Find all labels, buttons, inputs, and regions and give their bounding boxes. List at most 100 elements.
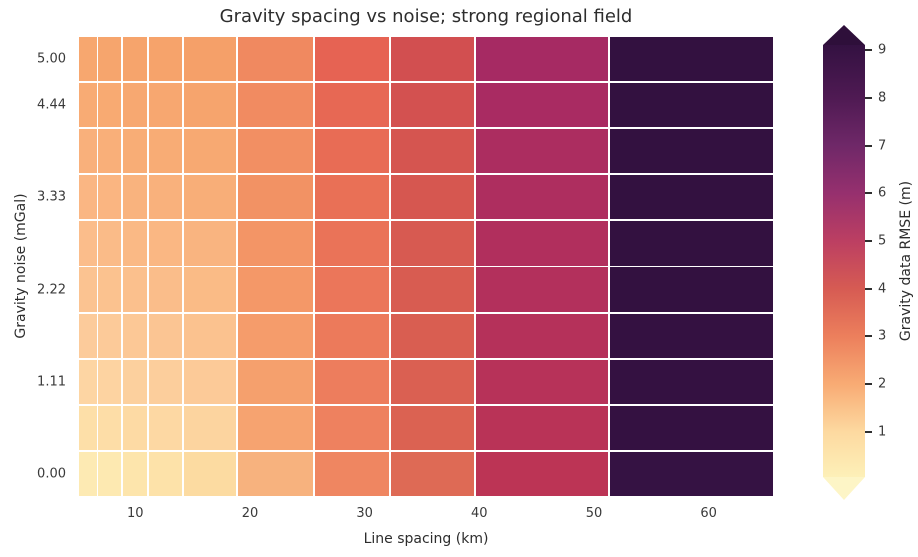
heatmap-cell [78, 36, 97, 82]
heatmap-cell [184, 221, 237, 266]
colorbar-label: Gravity data RMSE (m) [898, 180, 914, 342]
heatmap-cell [98, 359, 121, 404]
heatmap-cell [78, 175, 97, 220]
heatmap-cell [609, 359, 774, 404]
heatmap-cell [315, 405, 389, 450]
heatmap-cell [78, 451, 97, 497]
colorbar-tick-mark [865, 240, 872, 242]
heatmap-cell [609, 221, 774, 266]
heatmap-cell [98, 129, 121, 174]
heatmap-cell [475, 405, 608, 450]
heatmap-cell [238, 313, 314, 358]
colorbar-tick-label: 2 [878, 376, 887, 392]
heatmap-cell [148, 267, 183, 312]
colorbar-tick-label: 4 [878, 281, 887, 297]
heatmap-cell [148, 129, 183, 174]
heatmap-cell [122, 451, 148, 497]
heatmap-cell [184, 359, 237, 404]
colorbar-tick-mark [865, 335, 872, 338]
x-tick-label: 60 [700, 506, 717, 521]
heatmap-cell [122, 175, 148, 220]
heatmap-cell [78, 313, 97, 358]
colorbar-tick-label: 1 [878, 424, 887, 440]
colorbar-arrow-top [823, 25, 865, 45]
heatmap-cell [238, 221, 314, 266]
heatmap-cell [390, 359, 474, 404]
heatmap-cell [609, 451, 774, 497]
y-tick-label: 0.00 [37, 466, 66, 482]
heatmap-cell [78, 221, 97, 266]
heatmap-cell [184, 175, 237, 220]
heatmap-cell [390, 83, 474, 128]
heatmap-cell [98, 83, 121, 128]
heatmap-cell [475, 313, 608, 358]
heatmap-cell [609, 175, 774, 220]
colorbar-tick-mark [865, 430, 872, 433]
heatmap-cell [122, 267, 148, 312]
heatmap-cell [390, 451, 474, 497]
heatmap-cell [475, 175, 608, 220]
x-tick-label: 50 [585, 506, 603, 521]
heatmap-cell [475, 221, 608, 266]
heatmap-cell [78, 267, 97, 312]
colorbar-tick-label: 6 [878, 185, 887, 201]
colorbar-gradient [823, 45, 865, 477]
heatmap-cell [238, 405, 314, 450]
heatmap-cell [475, 129, 608, 174]
heatmap-cell [315, 313, 389, 358]
y-tick-label: 1.11 [37, 374, 66, 390]
colorbar-tick-mark [865, 383, 872, 385]
colorbar-tick-label: 5 [878, 233, 887, 249]
y-tick-label: 5.00 [37, 51, 66, 67]
heatmap-cell [475, 36, 608, 82]
heatmap-cell [390, 129, 474, 174]
heatmap-cell [390, 36, 474, 82]
heatmap-cell [475, 83, 608, 128]
heatmap-cell [315, 36, 389, 82]
heatmap-cell [98, 451, 121, 497]
heatmap-cell [98, 405, 121, 450]
x-tick-label: 10 [127, 506, 144, 521]
heatmap-cell [148, 175, 183, 220]
heatmap-cell [238, 267, 314, 312]
heatmap-cell [122, 129, 148, 174]
colorbar-tick-label: 7 [878, 138, 887, 154]
colorbar-tick-mark [865, 192, 872, 195]
heatmap-cell [609, 405, 774, 450]
colorbar-tick-mark [865, 287, 872, 290]
heatmap-cell [122, 405, 148, 450]
x-tick-label: 20 [241, 506, 259, 521]
x-tick-label: 40 [471, 506, 488, 521]
heatmap-cell [609, 36, 774, 82]
heatmap-cell [390, 313, 474, 358]
heatmap-cell [148, 36, 183, 82]
x-axis-label: Line spacing (km) [363, 531, 489, 547]
heatmap-cell [148, 359, 183, 404]
heatmap-cell [390, 221, 474, 266]
heatmap-cell [122, 359, 148, 404]
heatmap-cell [238, 36, 314, 82]
heatmap-cell [98, 221, 121, 266]
heatmap-cell [184, 313, 237, 358]
heatmap-cell [184, 405, 237, 450]
heatmap-cell [390, 267, 474, 312]
heatmap-cell [390, 405, 474, 450]
heatmap-cell [122, 313, 148, 358]
heatmap-cell [122, 36, 148, 82]
heatmap-cell [184, 36, 237, 82]
heatmap-cell [148, 451, 183, 497]
chart-title: Gravity spacing vs noise; strong regiona… [219, 6, 633, 27]
heatmap-cell [78, 83, 97, 128]
heatmap-cell [98, 36, 121, 82]
heatmap-cell [184, 267, 237, 312]
heatmap-cell [98, 313, 121, 358]
heatmap-cell [315, 175, 389, 220]
heatmap-cell [238, 451, 314, 497]
heatmap-cell [315, 267, 389, 312]
colorbar-tick-mark [865, 96, 872, 99]
heatmap-cell [184, 129, 237, 174]
heatmap-cell [315, 359, 389, 404]
heatmap-cell [122, 83, 148, 128]
y-tick-label: 2.22 [37, 282, 66, 298]
heatmap-cell [148, 83, 183, 128]
